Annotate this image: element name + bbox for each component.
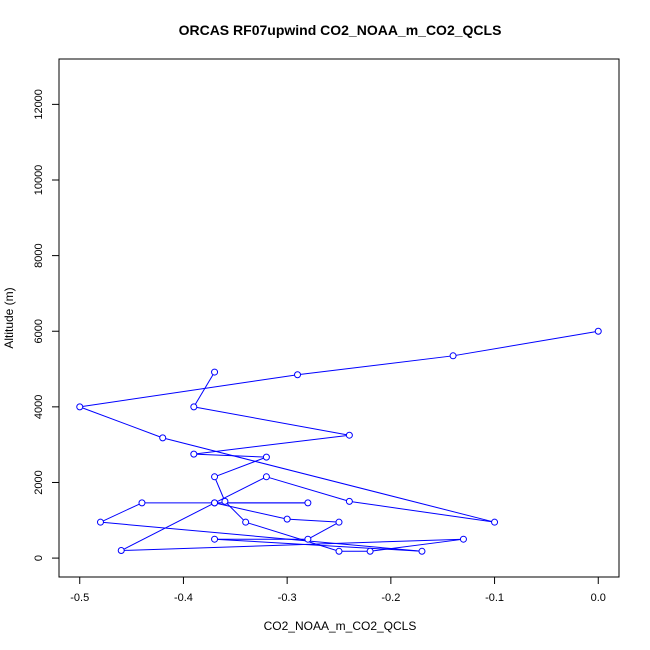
- series-segment: [120, 502, 215, 551]
- x-tick-label: 0.0: [591, 592, 606, 604]
- data-point: [211, 535, 219, 543]
- x-tick-label: -0.2: [381, 592, 400, 604]
- data-point: [262, 473, 270, 481]
- data-point: [304, 535, 312, 543]
- series-segment: [214, 476, 226, 502]
- data-point: [335, 518, 343, 526]
- y-tick-label: 6000: [33, 319, 45, 343]
- series-segment: [307, 521, 340, 540]
- series-segment: [100, 521, 423, 552]
- data-point: [159, 434, 167, 442]
- y-tick-label: 4000: [33, 395, 45, 419]
- data-point: [345, 497, 353, 505]
- x-axis-label: CO2_NOAA_m_CO2_QCLS: [264, 619, 417, 633]
- data-point: [418, 547, 426, 555]
- plot-frame: [58, 58, 620, 578]
- data-point: [76, 403, 84, 411]
- x-axis: -0.5 -0.4 -0.3 -0.2 -0.1 0.0: [70, 577, 606, 604]
- data-point: [283, 515, 291, 523]
- data-point: [335, 547, 343, 555]
- data-point: [345, 431, 353, 439]
- data-point: [117, 547, 125, 555]
- series-segment: [297, 355, 454, 376]
- data-point: [449, 352, 457, 360]
- series-segment: [193, 406, 350, 436]
- series-segment: [193, 434, 350, 455]
- series-segment: [266, 476, 350, 502]
- series-segment: [214, 538, 422, 552]
- data-point: [366, 547, 374, 555]
- series-segment: [349, 500, 495, 523]
- x-tick-label: -0.3: [278, 592, 297, 604]
- series-segment: [121, 538, 464, 552]
- y-axis-label: Altitude (m): [2, 287, 16, 348]
- chart-title: ORCAS RF07upwind CO2_NOAA_m_CO2_QCLS: [179, 22, 502, 38]
- series-segment: [245, 521, 340, 552]
- data-point: [211, 473, 219, 481]
- y-tick-label: 8000: [33, 243, 45, 267]
- data-point: [242, 518, 250, 526]
- series-segment: [79, 374, 298, 408]
- data-point: [190, 403, 198, 411]
- series-segment: [214, 502, 288, 520]
- data-point: [190, 450, 198, 458]
- series-segment: [214, 456, 267, 478]
- series-group: [76, 327, 602, 555]
- data-point: [138, 499, 146, 507]
- data-point: [96, 518, 104, 526]
- data-point: [211, 499, 219, 507]
- x-tick-label: -0.5: [70, 592, 89, 604]
- series-segment: [162, 437, 495, 523]
- data-point: [221, 497, 229, 505]
- series-segment: [214, 476, 267, 504]
- y-tick-label: 2000: [33, 470, 45, 494]
- y-tick-label: 0: [33, 555, 45, 561]
- x-tick-label: -0.4: [174, 592, 193, 604]
- y-axis: 0 2000 4000 6000 8000 10000 12000: [33, 89, 59, 561]
- x-tick-label: -0.1: [485, 592, 504, 604]
- data-point: [304, 499, 312, 507]
- data-point: [491, 518, 499, 526]
- data-point: [594, 327, 602, 335]
- y-tick-label: 12000: [33, 89, 45, 120]
- series-segment: [193, 453, 267, 458]
- series-segment: [287, 518, 340, 523]
- data-point: [211, 368, 219, 376]
- series-segment: [79, 406, 163, 439]
- series-segment: [193, 371, 215, 408]
- data-point: [294, 371, 302, 379]
- data-point: [459, 535, 467, 543]
- data-point: [262, 453, 270, 461]
- series-segment: [224, 501, 247, 523]
- series-segment: [100, 502, 143, 523]
- y-tick-label: 10000: [33, 165, 45, 196]
- series-segment: [452, 330, 599, 357]
